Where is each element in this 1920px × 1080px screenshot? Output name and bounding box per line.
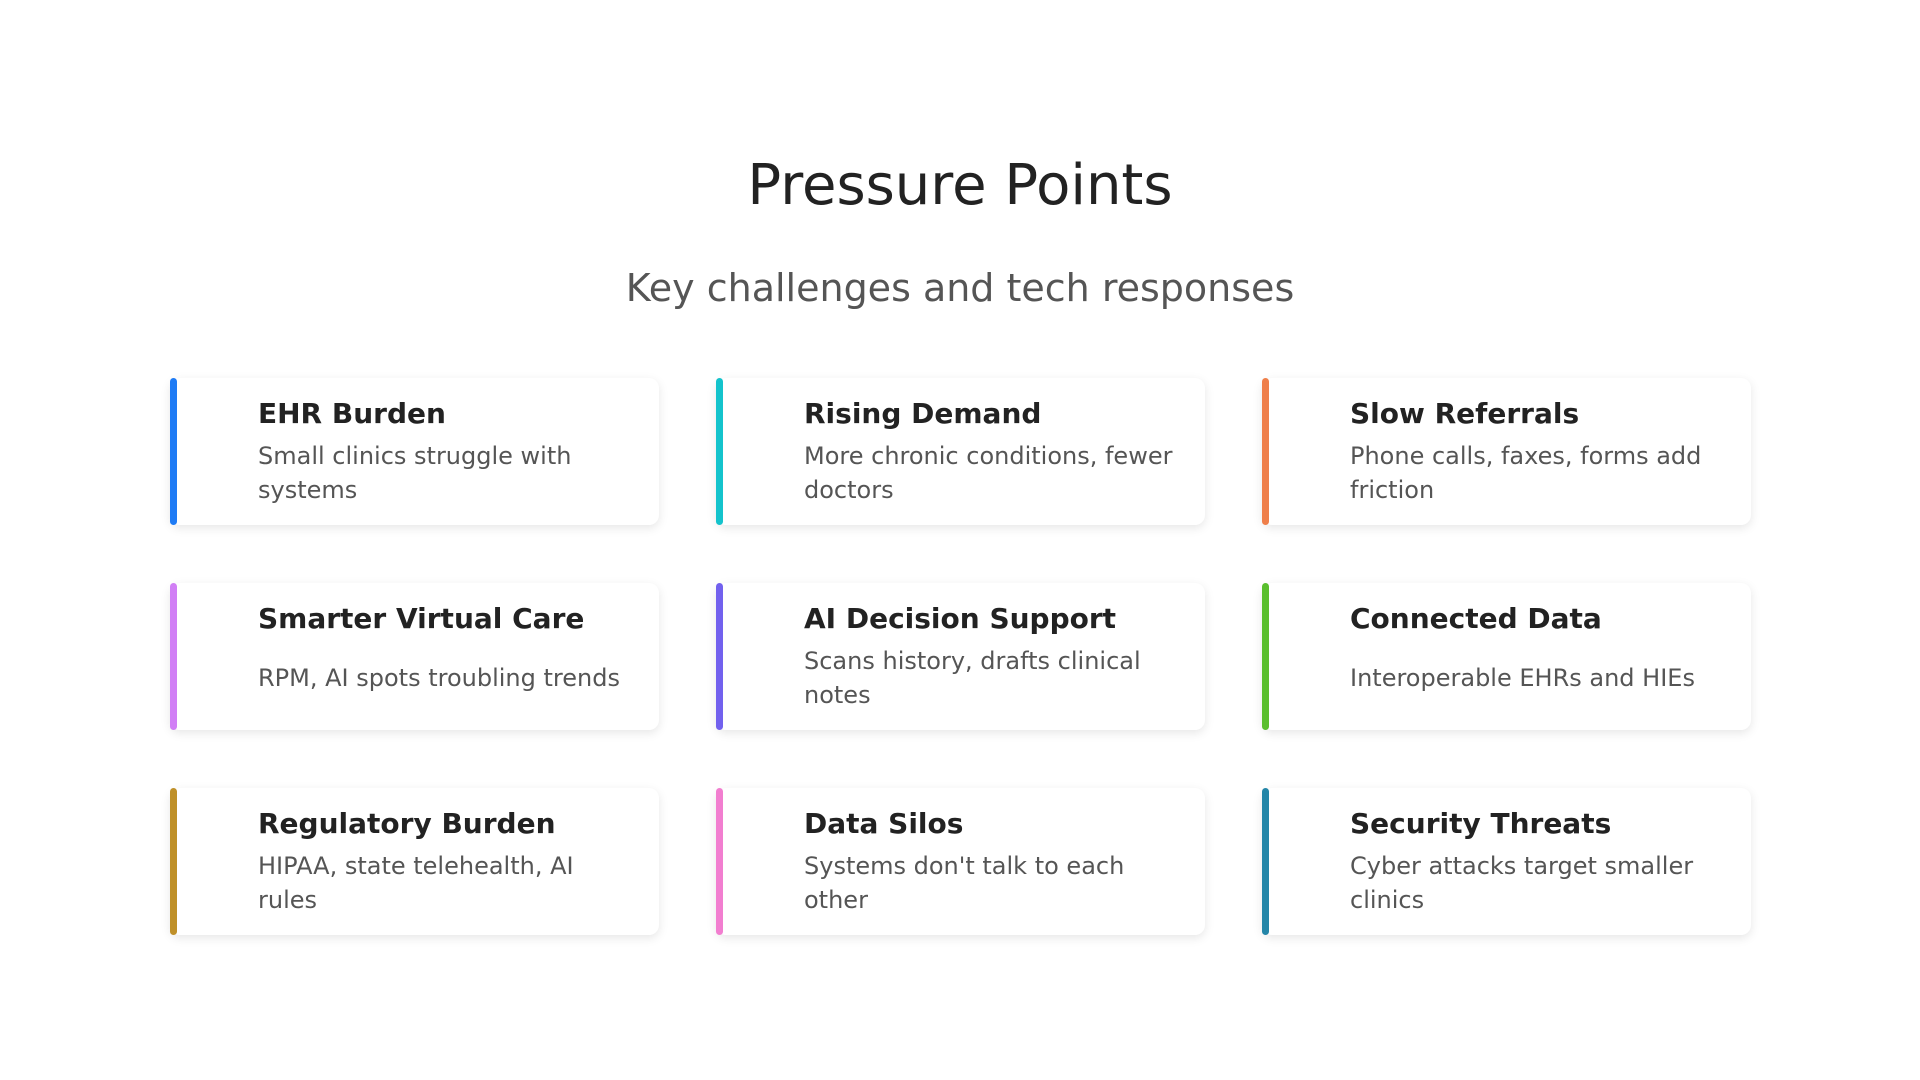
page-subtitle: Key challenges and tech responses xyxy=(625,266,1295,310)
card-title: Regulatory Burden xyxy=(258,807,556,840)
card: Regulatory Burden HIPAA, state telehealth… xyxy=(170,788,659,935)
card-description: More chronic conditions, fewer doctors xyxy=(804,441,1173,504)
card-accent xyxy=(1262,583,1269,730)
card-description: HIPAA, state telehealth, AI rules xyxy=(258,851,574,914)
card-accent xyxy=(716,788,723,935)
card-title: Smarter Virtual Care xyxy=(258,602,585,635)
card-description: Interoperable EHRs and HIEs xyxy=(1350,663,1695,692)
card-body: Cyber attacks target smaller clinics xyxy=(1350,842,1721,923)
card: Security Threats Cyber attacks target sma… xyxy=(1262,788,1751,935)
card-body: HIPAA, state telehealth, AI rules xyxy=(258,842,629,923)
card: Connected Data Interoperable EHRs and HIE… xyxy=(1262,583,1751,730)
card: Slow Referrals Phone calls, faxes, forms … xyxy=(1262,378,1751,525)
card-body: Scans history, drafts clinical notes xyxy=(804,637,1175,718)
card-body: Phone calls, faxes, forms add friction xyxy=(1350,432,1721,513)
card-body: Interoperable EHRs and HIEs xyxy=(1350,637,1721,718)
card-title: Data Silos xyxy=(804,807,964,840)
card-title: Rising Demand xyxy=(804,397,1042,430)
card-title: AI Decision Support xyxy=(804,602,1117,635)
card-description: Phone calls, faxes, forms add friction xyxy=(1350,441,1702,504)
card-body: Systems don't talk to each other xyxy=(804,842,1175,923)
page-title: Pressure Points xyxy=(747,153,1173,218)
card-accent xyxy=(716,378,723,525)
card-title: EHR Burden xyxy=(258,397,446,430)
card-description: Small clinics struggle with systems xyxy=(258,441,572,504)
card-accent xyxy=(170,378,177,525)
card: Rising Demand More chronic conditions, fe… xyxy=(716,378,1205,525)
card-description: Cyber attacks target smaller clinics xyxy=(1350,851,1694,914)
card-body: Small clinics struggle with systems xyxy=(258,432,629,513)
card-grid: EHR Burden Small clinics struggle with sy… xyxy=(170,378,1751,935)
card: EHR Burden Small clinics struggle with sy… xyxy=(170,378,659,525)
card-title: Slow Referrals xyxy=(1350,397,1580,430)
card-accent xyxy=(1262,378,1269,525)
card-accent xyxy=(716,583,723,730)
card-title: Connected Data xyxy=(1350,602,1602,635)
card-accent xyxy=(1262,788,1269,935)
card-description: Scans history, drafts clinical notes xyxy=(804,646,1141,709)
card-description: Systems don't talk to each other xyxy=(804,851,1125,914)
card: Smarter Virtual Care RPM, AI spots troubl… xyxy=(170,583,659,730)
card-accent xyxy=(170,788,177,935)
card: AI Decision Support Scans history, drafts… xyxy=(716,583,1205,730)
card: Data Silos Systems don't talk to each oth… xyxy=(716,788,1205,935)
card-body: RPM, AI spots troubling trends xyxy=(258,637,629,718)
card-body: More chronic conditions, fewer doctors xyxy=(804,432,1175,513)
card-accent xyxy=(170,583,177,730)
card-description: RPM, AI spots troubling trends xyxy=(258,663,620,692)
card-title: Security Threats xyxy=(1350,807,1612,840)
